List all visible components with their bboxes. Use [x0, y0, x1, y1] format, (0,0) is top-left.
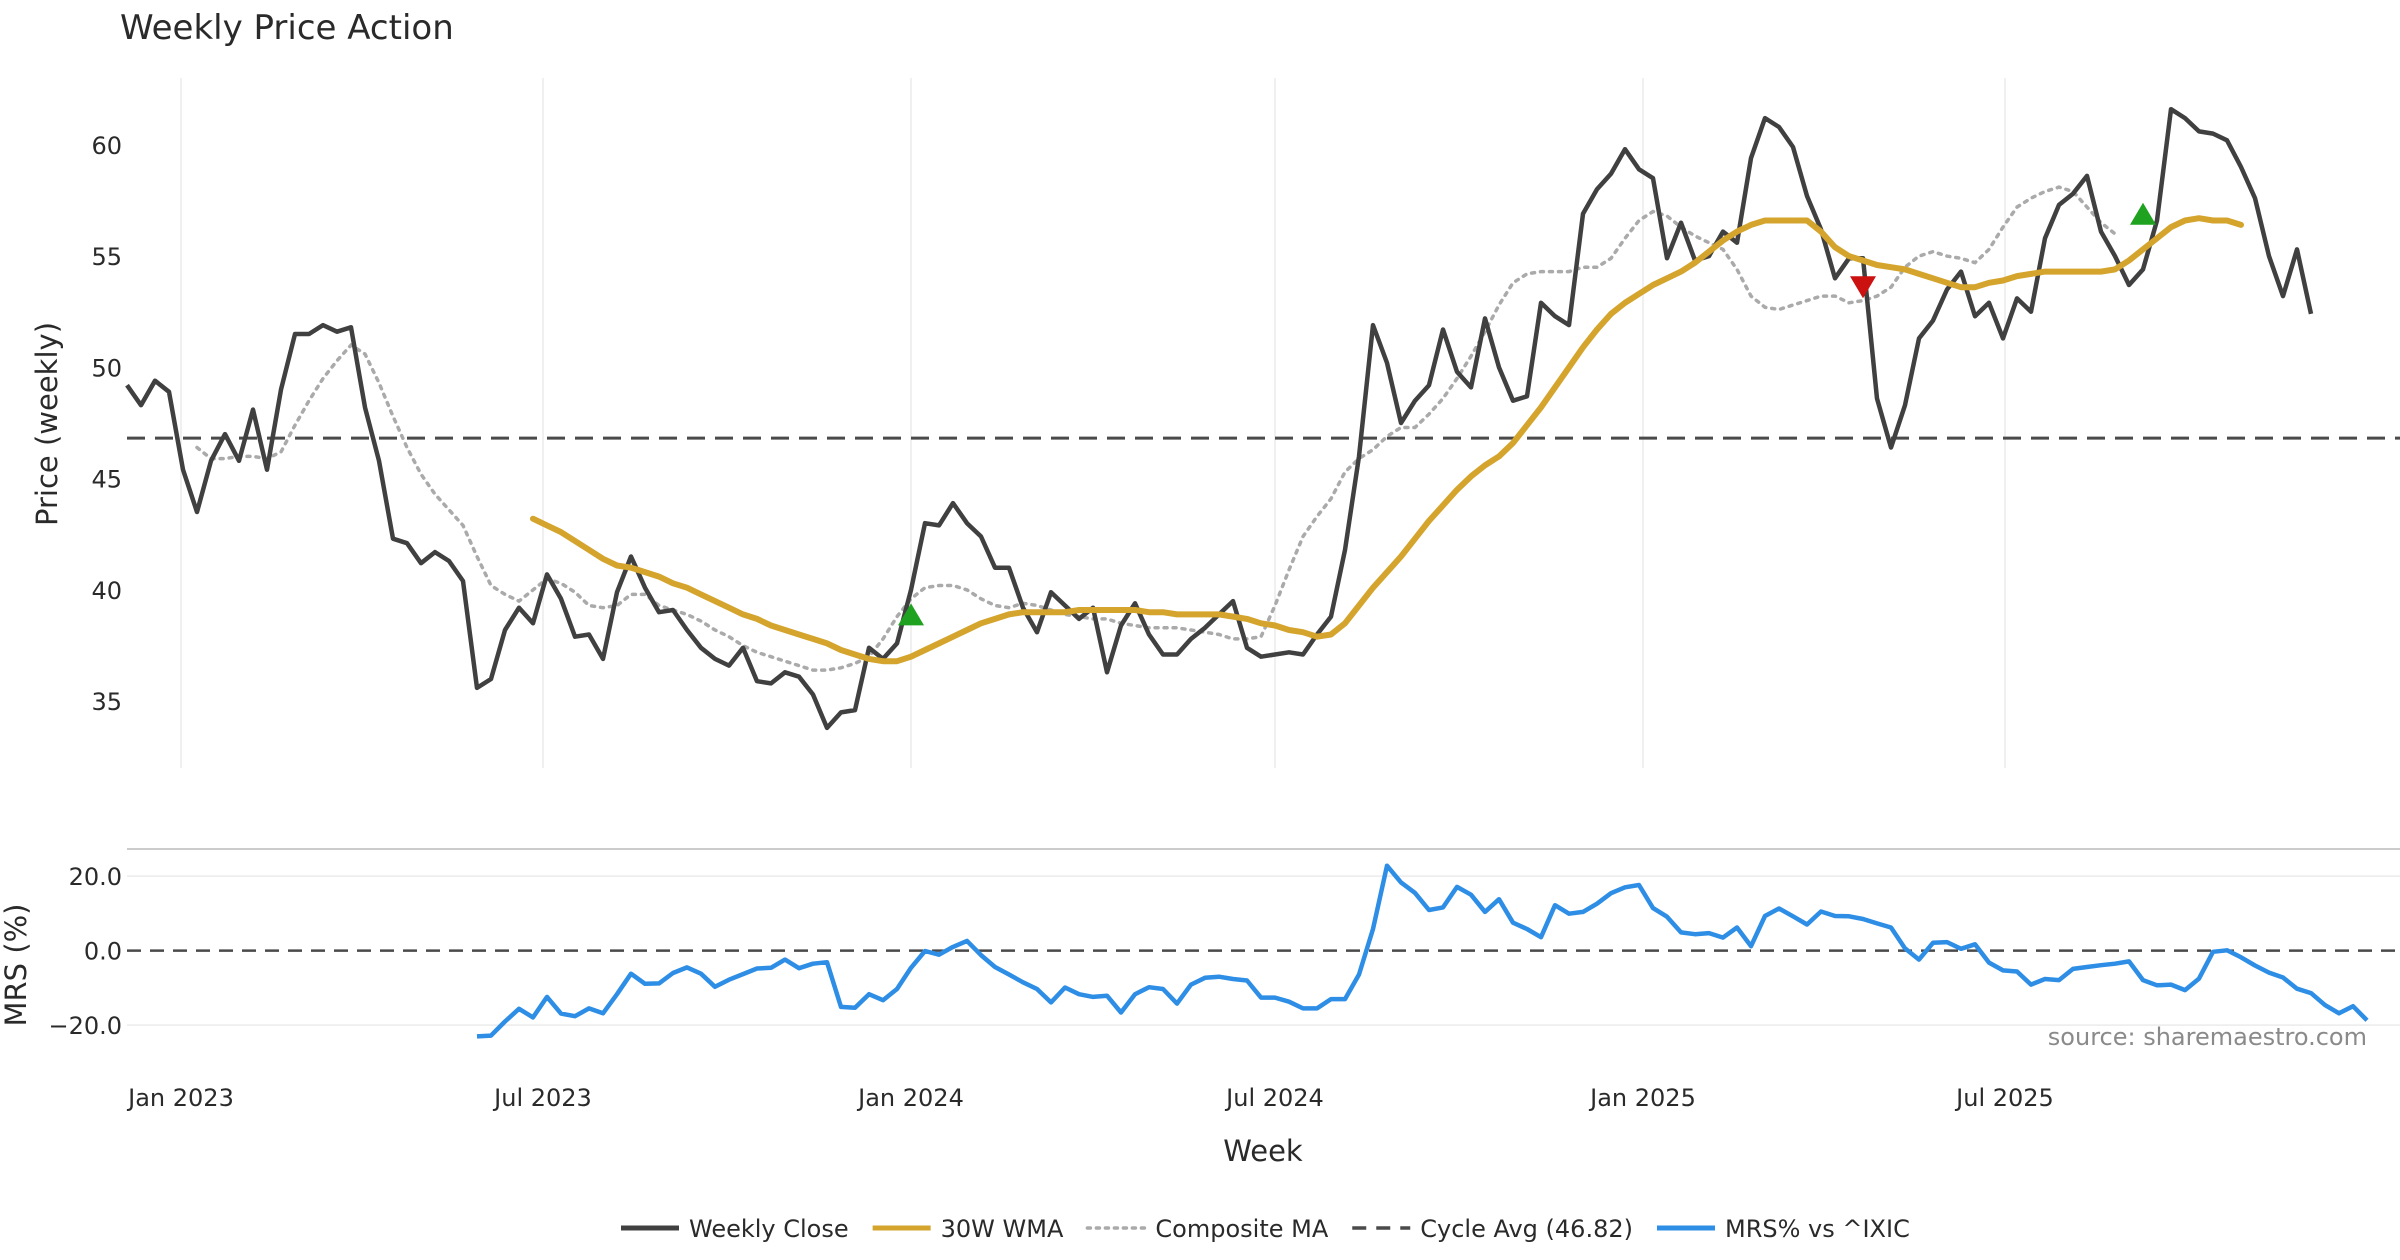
- legend-item-composite: Composite MA: [1085, 1215, 1329, 1243]
- signal-markers: [898, 202, 2156, 626]
- price-y-tick-label: 40: [91, 577, 122, 605]
- composite-ma-line: [195, 185, 2117, 672]
- chart-title: Weekly Price Action: [120, 8, 454, 48]
- mrs-y-tick-label: 0.0: [84, 938, 122, 966]
- mrs-series: [127, 863, 2400, 1039]
- buy-signal-marker: [2130, 202, 2156, 225]
- legend-label: Composite MA: [1155, 1215, 1328, 1243]
- x-tick-label: Jan 2025: [1588, 1084, 1696, 1112]
- x-tick-label: Jul 2024: [1224, 1084, 1324, 1112]
- price-grid: [180, 78, 2006, 768]
- wma-30w-line: [530, 215, 2244, 665]
- mrs-y-tick-label: 20.0: [69, 863, 122, 891]
- x-tick-label: Jul 2025: [1954, 1084, 2054, 1112]
- price-y-tick-label: 50: [91, 354, 122, 382]
- legend-label: 30W WMA: [941, 1215, 1064, 1243]
- source-annotation: source: sharemaestro.com: [2048, 1023, 2367, 1051]
- buy-signal-marker: [898, 603, 924, 626]
- x-ticks: Jan 2023 Jul 2023 Jan 2024 Jul 2024 Jan 2025…: [126, 1084, 2054, 1112]
- x-tick-label: Jan 2023: [126, 1084, 234, 1112]
- mrs-grid: [127, 875, 2400, 1026]
- price-y-axis-label: Price (weekly): [30, 322, 64, 526]
- legend-label: Weekly Close: [689, 1215, 849, 1243]
- price-y-tick-label: 55: [91, 243, 122, 271]
- mrs-y-tick-label: −20.0: [48, 1012, 122, 1040]
- x-tick-label: Jul 2023: [492, 1084, 592, 1112]
- legend-label: MRS% vs ^IXIC: [1725, 1215, 1910, 1243]
- legend-item-mrs: MRS% vs ^IXIC: [1656, 1215, 1910, 1243]
- mrs-y-ticks: 20.0 0.0 −20.0: [48, 863, 122, 1040]
- price-y-tick-label: 45: [91, 466, 122, 494]
- price-series: [125, 106, 2400, 731]
- mrs-line: [476, 863, 2369, 1039]
- legend-item-cycle: Cycle Avg (46.82): [1352, 1215, 1633, 1243]
- mrs-y-axis-label: MRS (%): [0, 904, 33, 1027]
- price-y-tick-label: 35: [91, 688, 122, 716]
- sell-signal-marker: [1850, 276, 1876, 299]
- legend-item-wma: 30W WMA: [872, 1215, 1064, 1243]
- price-y-tick-label: 60: [91, 132, 122, 160]
- x-axis-label: Week: [1223, 1134, 1303, 1168]
- price-y-ticks: 35 40 45 50 55 60: [91, 132, 122, 716]
- legend-item-close: Weekly Close: [621, 1215, 849, 1243]
- legend: Weekly Close 30W WMA Composite MA Cycle Avg…: [621, 1215, 1910, 1243]
- x-tick-label: Jan 2024: [856, 1084, 964, 1112]
- legend-label: Cycle Avg (46.82): [1420, 1215, 1633, 1243]
